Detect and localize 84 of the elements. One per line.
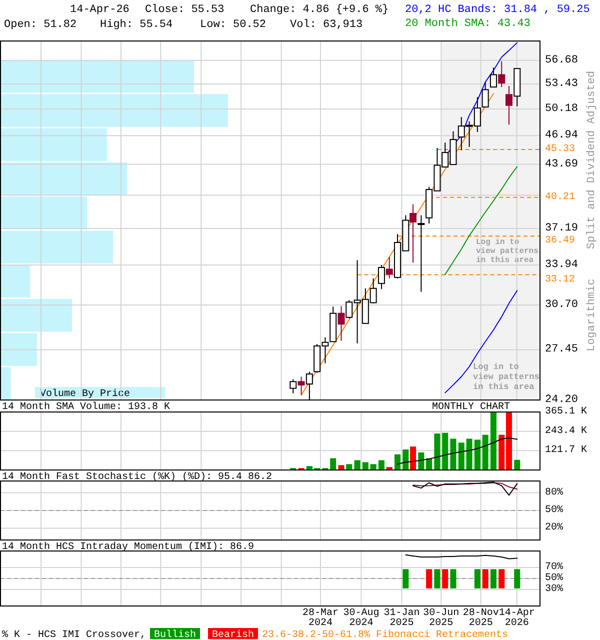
bar: [338, 465, 344, 470]
text: Close: 55.53: [145, 4, 224, 16]
bar: [330, 458, 336, 470]
bar: [490, 412, 496, 470]
y-tick-label: 30%: [545, 584, 564, 595]
bar: [434, 434, 440, 470]
line-series: [412, 482, 518, 490]
bar: [410, 446, 416, 470]
y-tick-label: 50.18: [545, 102, 578, 115]
text: Open: 51.82: [4, 19, 77, 31]
candlestick: [490, 67, 497, 88]
ref-line-label: 33.12: [545, 274, 576, 286]
y-tick-label: 121.7 K: [545, 445, 588, 456]
text: Bullish: [154, 629, 196, 640]
annotation: Log in to view patterns in this area: [473, 362, 540, 392]
line-series: [397, 438, 518, 465]
candlestick: [290, 378, 297, 394]
legend-title: % K - HCS IMI Crossover,: [2, 630, 146, 640]
y-tick-label: 365.1 K: [545, 406, 588, 418]
band-label: Log in to view patterns in this area: [476, 238, 539, 265]
y-tick-label: 37.19: [545, 222, 578, 235]
chart-title: 14 Month Fast Stochastic (%K) (%D): 95.4 86.2: [2, 471, 272, 483]
text: Change: 4.86 {+9.6 %}: [250, 4, 389, 16]
y-tick-label: 50%: [545, 573, 564, 584]
y-tick-label: 70%: [545, 562, 564, 573]
text: High: 55.54: [100, 19, 174, 31]
x-tick-label: 14-Apr 2026: [498, 608, 535, 629]
x-tick-label: 30-Jun 2025: [423, 608, 460, 629]
y-tick-label: 53.43: [545, 78, 578, 90]
y-tick-label: 50%: [545, 505, 564, 516]
y-tick-label: 30.70: [545, 299, 578, 312]
candlestick: [338, 306, 345, 342]
x-tick-label: 30-Aug 2024: [343, 608, 380, 629]
x-tick-label: 28-Mar 2024: [302, 608, 338, 629]
x-tick-label: 28-Nov 2025: [462, 608, 499, 629]
candlestick: [418, 214, 425, 292]
candlestick: [482, 82, 489, 108]
text: 20 Month SMA: 43.43: [405, 18, 530, 30]
ref-line-label: 36.49: [545, 236, 576, 247]
y-tick-label: 56.68: [545, 54, 578, 66]
candlestick: [498, 60, 506, 88]
y-tick-label: 27.45: [545, 344, 578, 356]
bar: [394, 454, 401, 470]
chart-title: 14 Month HCS Intraday Momentum (IMI): 86.9: [2, 541, 254, 553]
text: 20,2 HC Bands: 31.84 , 59.25: [405, 4, 590, 16]
candlestick: [298, 376, 305, 396]
bar: [370, 464, 376, 470]
text: Split and Dividend Adjusted: [586, 70, 598, 250]
bar: [402, 449, 409, 470]
text: Vol: 63,913: [290, 19, 363, 31]
annotation: MONTHLY CHART: [432, 402, 510, 413]
ref-line-label: 45.33: [545, 144, 576, 156]
y-tick-label: 243.4 K: [545, 426, 588, 437]
bar: [346, 464, 352, 470]
chart-title: 14 Month SMA Volume: 193.8 K: [2, 401, 170, 413]
text: Logarithmic: [586, 278, 598, 352]
text: 14-Apr-26: [70, 4, 130, 16]
candlestick: [386, 256, 393, 279]
y-tick-label: 33.94: [545, 259, 578, 272]
bar: [450, 438, 456, 470]
text: Volume By Price: [40, 388, 130, 400]
bar: [474, 440, 480, 470]
bar: [482, 434, 488, 470]
text: 23.6-38.2-50-61.8% Fibonacci Retracements: [262, 629, 508, 640]
text: Bearish: [212, 629, 254, 640]
candlestick: [410, 204, 417, 264]
ref-line-label: 40.21: [545, 192, 576, 203]
y-tick-label: 46.94: [545, 130, 578, 142]
bar: [378, 460, 384, 470]
bar: [442, 432, 448, 470]
x-tick-label: 31-Jan 2025: [384, 608, 420, 629]
bar: [418, 452, 424, 470]
bar: [354, 460, 360, 470]
bar: [514, 460, 520, 470]
y-tick-label: 20%: [545, 522, 564, 534]
bar: [466, 438, 472, 470]
bar: [458, 442, 464, 470]
text: Low: 50.52: [200, 19, 266, 31]
bar: [362, 462, 368, 470]
candlestick: [505, 86, 512, 126]
y-tick-label: 43.69: [545, 158, 578, 170]
y-tick-label: 24.20: [545, 394, 578, 406]
y-tick-label: 80%: [545, 487, 564, 498]
candlestick: [378, 264, 385, 290]
